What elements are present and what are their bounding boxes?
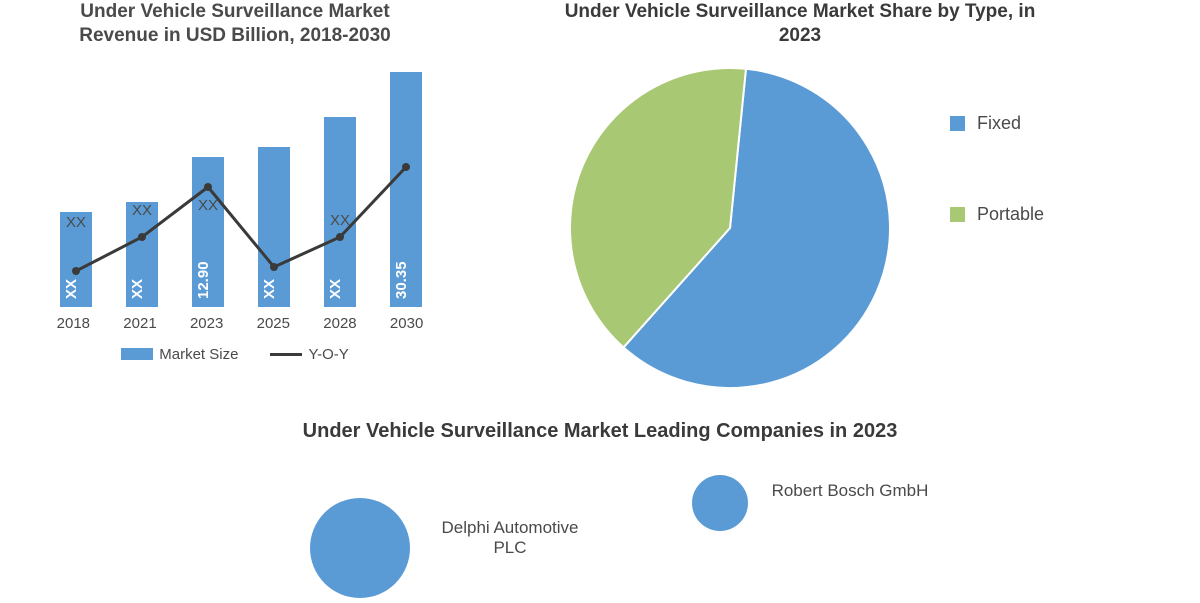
pie-legend-fixed: Fixed <box>950 113 1044 134</box>
companies-title: Under Vehicle Surveillance Market Leadin… <box>0 420 1200 443</box>
company-bubble <box>310 498 410 598</box>
x-axis-label: 2021 <box>110 315 170 332</box>
bar-chart-x-axis: 2018 2021 2023 2025 2028 2030 <box>40 307 440 332</box>
pie-swatch-fixed <box>950 116 965 131</box>
legend-swatch-line <box>270 353 302 356</box>
svg-text:XX: XX <box>327 278 344 298</box>
pie-label-fixed: Fixed <box>977 113 1021 134</box>
svg-text:XX: XX <box>63 278 80 298</box>
bar-chart-title: Under Vehicle Surveillance Market Revenu… <box>30 0 440 62</box>
svg-text:12.90: 12.90 <box>195 261 212 299</box>
svg-text:XX: XX <box>198 197 218 214</box>
svg-text:XX: XX <box>261 278 278 298</box>
pie-label-portable: Portable <box>977 204 1044 225</box>
companies-section: Under Vehicle Surveillance Market Leadin… <box>0 420 1200 603</box>
svg-text:XX: XX <box>330 212 350 229</box>
x-axis-label: 2028 <box>310 315 370 332</box>
legend-market-size: Market Size <box>121 346 238 363</box>
x-axis-label: 2018 <box>43 315 103 332</box>
pie-chart-svg <box>520 58 940 398</box>
legend-label-line: Y-O-Y <box>308 346 348 363</box>
svg-text:30.35: 30.35 <box>393 261 410 299</box>
bar-chart-legend: Market Size Y-O-Y <box>30 346 440 363</box>
pie-chart: Under Vehicle Surveillance Market Share … <box>520 0 1180 398</box>
companies-bubbles: Delphi Automotive PLC Robert Bosch GmbH <box>0 473 1200 603</box>
company-label: Delphi Automotive PLC <box>430 518 590 559</box>
x-axis-label: 2025 <box>243 315 303 332</box>
pie-chart-plot: Fixed Portable <box>520 58 1180 398</box>
svg-text:XX: XX <box>129 278 146 298</box>
pie-legend-portable: Portable <box>950 204 1044 225</box>
svg-text:XX: XX <box>66 214 86 231</box>
pie-chart-title: Under Vehicle Surveillance Market Share … <box>560 0 1040 48</box>
bar-chart-svg: XX XX XX XX 12.90 XX XX XX XX 30.35 <box>40 62 440 307</box>
company-label: Robert Bosch GmbH <box>770 481 930 501</box>
bar-chart: Under Vehicle Surveillance Market Revenu… <box>30 0 440 390</box>
svg-text:XX: XX <box>132 202 152 219</box>
company-bubble <box>692 475 748 531</box>
legend-yoy: Y-O-Y <box>270 346 348 363</box>
bar-chart-plot: XX XX XX XX 12.90 XX XX XX XX 30.35 <box>40 62 440 307</box>
x-axis-label: 2030 <box>377 315 437 332</box>
x-axis-label: 2023 <box>177 315 237 332</box>
pie-swatch-portable <box>950 207 965 222</box>
infographic-container: Under Vehicle Surveillance Market Revenu… <box>0 0 1200 600</box>
legend-swatch-bar <box>121 348 153 360</box>
legend-label-bar: Market Size <box>159 346 238 363</box>
pie-legend: Fixed Portable <box>950 113 1044 295</box>
